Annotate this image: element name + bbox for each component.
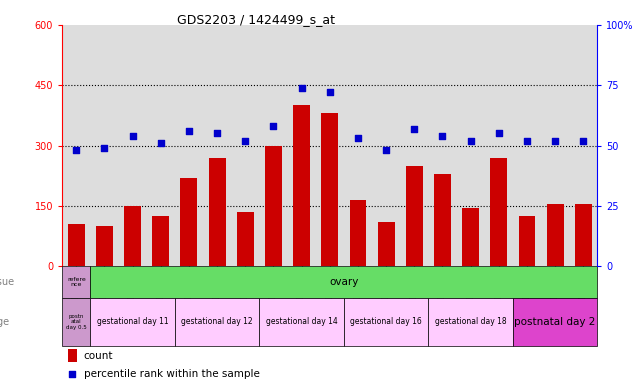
Point — [99, 145, 110, 151]
Bar — [406, 166, 423, 266]
Bar — [321, 113, 338, 266]
Point — [184, 128, 194, 134]
Bar — [378, 222, 395, 266]
Point — [353, 135, 363, 141]
Bar — [124, 206, 141, 266]
Bar — [462, 208, 479, 266]
Bar — [68, 224, 85, 266]
Point — [324, 89, 335, 96]
Point — [465, 137, 476, 144]
Point — [550, 137, 560, 144]
Point — [212, 131, 222, 137]
Point — [578, 137, 588, 144]
Bar — [90, 298, 175, 346]
Bar — [265, 146, 282, 266]
Point — [67, 371, 78, 377]
Text: GDS2203 / 1424499_s_at: GDS2203 / 1424499_s_at — [178, 13, 335, 26]
Bar — [153, 216, 169, 266]
Bar — [490, 157, 507, 266]
Bar — [67, 349, 77, 362]
Bar — [434, 174, 451, 266]
Text: postn
atal
day 0.5: postn atal day 0.5 — [66, 314, 87, 329]
Text: gestational day 18: gestational day 18 — [435, 317, 506, 326]
Bar — [575, 204, 592, 266]
Bar — [547, 204, 563, 266]
Text: ovary: ovary — [329, 277, 358, 287]
Bar — [293, 105, 310, 266]
Point — [494, 131, 504, 137]
Bar — [209, 157, 226, 266]
Text: percentile rank within the sample: percentile rank within the sample — [83, 369, 260, 379]
Bar — [513, 298, 597, 346]
Text: postnatal day 2: postnatal day 2 — [515, 316, 596, 327]
Bar — [175, 298, 260, 346]
Point — [409, 126, 419, 132]
Point — [437, 133, 447, 139]
Text: gestational day 14: gestational day 14 — [266, 317, 338, 326]
Bar — [96, 226, 113, 266]
Point — [297, 84, 307, 91]
Bar — [519, 216, 535, 266]
Text: refere
nce: refere nce — [67, 276, 86, 287]
Point — [522, 137, 532, 144]
Bar — [62, 298, 90, 346]
Bar — [428, 298, 513, 346]
Text: gestational day 12: gestational day 12 — [181, 317, 253, 326]
Point — [156, 140, 166, 146]
Text: tissue: tissue — [0, 277, 15, 287]
Bar — [62, 266, 90, 298]
Bar — [349, 200, 367, 266]
Text: gestational day 16: gestational day 16 — [350, 317, 422, 326]
Point — [71, 147, 81, 154]
Text: gestational day 11: gestational day 11 — [97, 317, 169, 326]
Bar — [237, 212, 254, 266]
Text: age: age — [0, 316, 9, 327]
Point — [381, 147, 391, 154]
Point — [240, 137, 251, 144]
Point — [128, 133, 138, 139]
Point — [269, 123, 279, 129]
Text: count: count — [83, 351, 113, 361]
Bar — [260, 298, 344, 346]
Bar — [181, 178, 197, 266]
Bar — [344, 298, 428, 346]
